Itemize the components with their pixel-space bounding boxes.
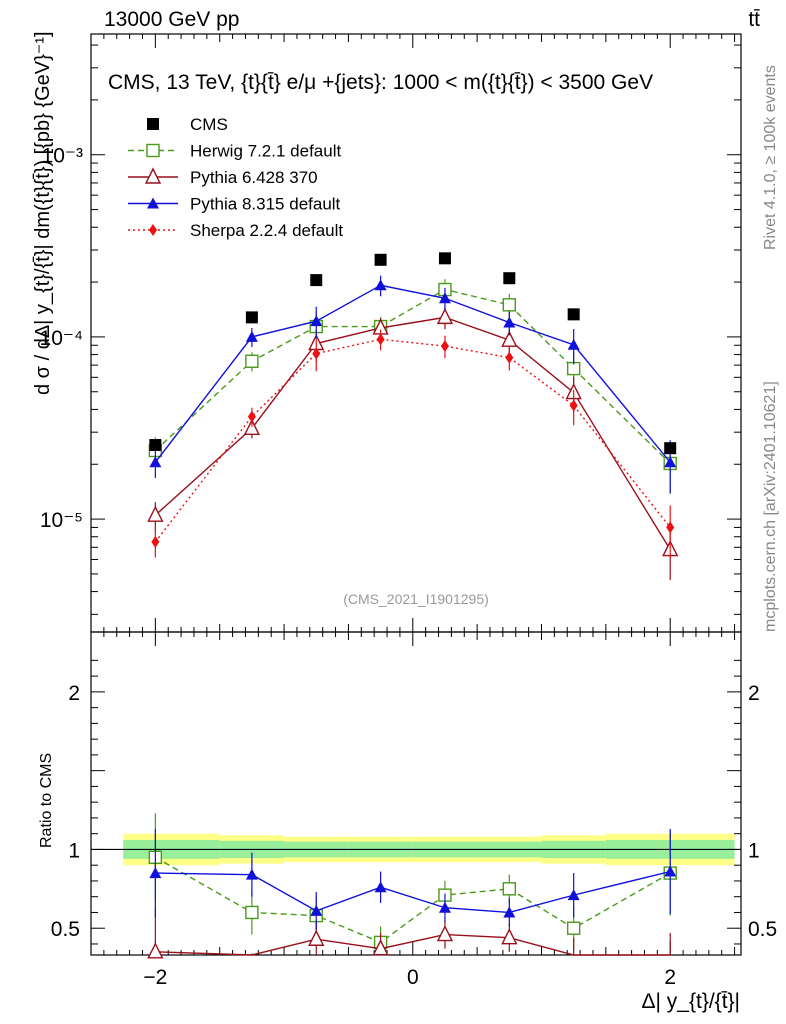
ratio-y-tick-label-right: 0.5 — [748, 918, 777, 941]
ratio-y-tick-label-right: 2 — [748, 682, 760, 705]
data-point-pythia-8-315-default — [374, 279, 387, 291]
ratio-point-herwig-7-2-1-default — [245, 905, 259, 920]
energy-label: 13000 GeV pp — [104, 8, 240, 31]
data-point-cms — [310, 274, 323, 287]
ratio-point-pythia-6-428-370 — [436, 924, 454, 942]
main-plot-frame — [90, 33, 742, 633]
data-point-herwig-7-2-1-default — [245, 354, 259, 368]
ratio-point-pythia-8-315-default — [374, 881, 387, 893]
ratio-plot-frame — [90, 631, 742, 956]
ratio-line-pythia-8-315-default — [155, 870, 671, 914]
ratio-point-pythia-6-428-370 — [308, 929, 325, 946]
legend-label-herwig-7-2-1-default: Herwig 7.2.1 default — [190, 142, 341, 161]
x-tick-label: 0 — [407, 966, 419, 989]
plot-title: CMS, 13 TeV, {t}{t̄} e/μ +{jets}: 1000 <… — [108, 71, 653, 94]
ratio-point-pythia-6-428-370 — [147, 942, 164, 959]
data-point-pythia-6-428-370 — [243, 418, 261, 436]
data-point-pythia-8-315-default — [664, 456, 677, 468]
ratio-point-pythia-8-315-default — [149, 867, 162, 879]
data-point-cms — [664, 442, 677, 455]
data-point-sherpa-2-2-4-default — [247, 410, 256, 423]
legend-label-pythia-6-428-370: Pythia 6.428 370 — [190, 168, 318, 187]
ratio-point-pythia-8-315-default — [567, 889, 580, 901]
data-point-cms — [245, 311, 258, 324]
ratio-point-herwig-7-2-1-default — [566, 921, 581, 935]
ratio-point-pythia-8-315-default — [664, 865, 677, 877]
data-point-cms — [374, 253, 387, 266]
data-point-pythia-8-315-default — [567, 338, 580, 350]
ratio-point-pythia-8-315-default — [438, 901, 451, 913]
legend-marker-pythia-8-315-default — [147, 197, 159, 209]
data-point-cms — [567, 308, 580, 321]
series-line-pythia-8-315-default — [154, 284, 671, 463]
ratio-line-herwig-7-2-1-default — [155, 856, 671, 944]
ratio-y-tick-label: 1 — [68, 839, 80, 862]
data-point-herwig-7-2-1-default — [502, 298, 517, 312]
ratio-line-pythia-6-428-370 — [155, 933, 671, 956]
series-line-pythia-6-428-370 — [154, 316, 671, 550]
data-point-cms — [503, 272, 516, 285]
legend-label-cms: CMS — [190, 115, 228, 134]
ratio-point-pythia-8-315-default — [310, 904, 323, 916]
y-tick-label: 10⁻⁴ — [40, 327, 83, 350]
legend-marker-herwig-7-2-1-default — [146, 143, 160, 158]
ratio-point-pythia-8-315-default — [245, 868, 258, 880]
data-point-cms — [149, 439, 162, 452]
legend-marker-pythia-6-428-370 — [144, 167, 162, 184]
data-point-sherpa-2-2-4-default — [569, 399, 578, 412]
ratio-point-pythia-8-315-default — [503, 906, 516, 918]
ratio-y-tick-label: 2 — [68, 682, 80, 705]
data-point-pythia-6-428-370 — [436, 307, 454, 325]
x-tick-label: 2 — [664, 966, 676, 989]
x-axis-label: Δ| y_{t}/{t̄}| — [641, 990, 740, 1013]
data-point-pythia-8-315-default — [149, 456, 162, 468]
data-point-pythia-6-428-370 — [147, 505, 164, 522]
data-point-sherpa-2-2-4-default — [376, 333, 385, 346]
ratio-point-pythia-6-428-370 — [372, 939, 389, 956]
ratio-point-pythia-6-428-370 — [501, 928, 518, 945]
ratio-y-tick-label-right: 1 — [748, 839, 760, 862]
legend-label-sherpa-2-2-4-default: Sherpa 2.2.4 default — [190, 221, 343, 240]
legend-label-pythia-8-315-default: Pythia 8.315 default — [190, 195, 341, 214]
x-tick-label: −2 — [143, 966, 167, 989]
process-label: tt̄ — [748, 8, 760, 31]
y-tick-label: 10⁻⁵ — [40, 509, 83, 532]
data-point-sherpa-2-2-4-default — [312, 347, 321, 360]
data-point-pythia-8-315-default — [310, 315, 323, 327]
data-point-pythia-6-428-370 — [501, 330, 518, 347]
legend-marker-cms — [147, 118, 159, 130]
data-point-cms — [438, 252, 451, 265]
data-point-sherpa-2-2-4-default — [666, 521, 675, 534]
data-point-pythia-8-315-default — [438, 292, 451, 304]
legend-marker-sherpa-2-2-4-default — [149, 224, 157, 236]
data-point-sherpa-2-2-4-default — [151, 535, 160, 548]
ratio-y-tick-label: 0.5 — [51, 918, 80, 941]
ratio-point-herwig-7-2-1-default — [502, 882, 517, 896]
analysis-watermark: (CMS_2021_I1901295) — [343, 591, 489, 607]
data-point-sherpa-2-2-4-default — [440, 340, 449, 353]
series-line-sherpa-2-2-4-default — [154, 338, 671, 543]
data-point-sherpa-2-2-4-default — [505, 351, 514, 364]
series-line-herwig-7-2-1-default — [154, 288, 671, 464]
data-point-pythia-8-315-default — [503, 316, 516, 328]
data-point-pythia-8-315-default — [245, 330, 258, 342]
y-tick-label: 10⁻³ — [42, 145, 83, 168]
